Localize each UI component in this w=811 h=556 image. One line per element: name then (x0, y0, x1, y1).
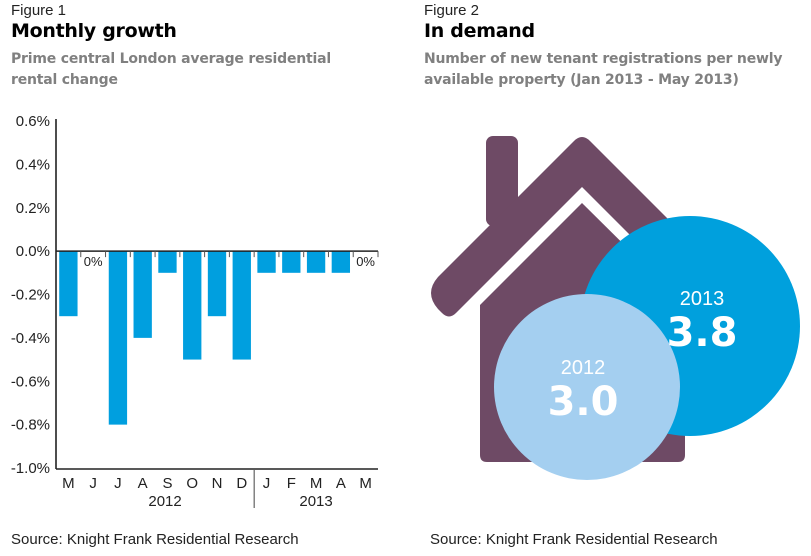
house-chimney (486, 136, 518, 226)
bar (282, 251, 301, 273)
monthly-growth-bar-chart: 0.6% 0.4% 0.2% 0.0% -0.2% -0.4% -0.6% -0.8% -1.0… (11, 113, 379, 510)
circle-2012-year: 2012 (561, 357, 606, 379)
y-tick-label: 0.4% (16, 156, 50, 173)
zero-value-label: 0% (356, 254, 375, 269)
figure2-subtitle-line2: available property (Jan 2013 - May 2013) (424, 72, 739, 88)
bar (59, 251, 78, 317)
x-tick-label: M (310, 475, 323, 492)
y-tick-label: 0.0% (16, 243, 50, 260)
figure1-subtitle-line1: Prime central London average residential (11, 51, 331, 67)
bar (306, 251, 326, 273)
figure2-label: Figure 2 (424, 2, 480, 19)
circle-2012-value: 3.0 (548, 379, 619, 425)
x-tick-label: S (162, 475, 172, 492)
bar (331, 251, 351, 273)
bars: 0% 0% (59, 251, 375, 425)
circle-2013-year: 2013 (680, 288, 725, 310)
bar (257, 251, 276, 273)
in-demand-infographic: 2013 3.8 2012 3.0 (431, 136, 800, 480)
y-tick-label: -1.0% (11, 460, 50, 477)
y-tick-label: 0.2% (16, 200, 50, 217)
bar (207, 251, 227, 317)
y-tick-label: -0.8% (11, 417, 50, 434)
figure2-title: In demand (424, 20, 535, 42)
bar (108, 251, 128, 425)
y-tick-label: -0.2% (11, 287, 50, 304)
x-tick-label: N (212, 475, 223, 492)
figure1-source: Source: Knight Frank Residential Researc… (11, 531, 299, 548)
x-tick-label: A (336, 475, 346, 492)
bar (232, 251, 251, 360)
circle-2013-value: 3.8 (667, 310, 738, 356)
x-tick-label: M (359, 475, 372, 492)
y-tick-label: -0.6% (11, 373, 50, 390)
x-tick-label: O (186, 475, 198, 492)
y-axis-ticks: 0.6% 0.4% 0.2% 0.0% -0.2% -0.4% -0.6% -0.8% -1.0… (11, 113, 50, 477)
figure1-label: Figure 1 (11, 2, 67, 19)
x-tick-label: A (138, 475, 148, 492)
x-tick-label: F (287, 475, 296, 492)
x-tick-label: D (236, 475, 247, 492)
x-tick-label: J (89, 475, 97, 492)
year-group-label: 2012 (148, 493, 181, 510)
zero-value-label: 0% (84, 254, 103, 269)
figure2-subtitle-line1: Number of new tenant registrations per n… (424, 51, 783, 67)
bar (133, 251, 152, 338)
axes (55, 119, 379, 470)
y-tick-label: -0.4% (11, 330, 50, 347)
x-tick-label: J (114, 475, 122, 492)
figure1-subtitle-line2: rental change (11, 72, 118, 88)
year-group-label: 2013 (299, 493, 332, 510)
x-tick-label: M (62, 475, 75, 492)
y-tick-label: 0.6% (16, 113, 50, 130)
circle-2012 (494, 294, 680, 480)
figure1-title: Monthly growth (11, 20, 177, 42)
bar (183, 251, 202, 360)
x-tick-label: J (263, 475, 271, 492)
figure2-source: Source: Knight Frank Residential Researc… (430, 531, 718, 548)
bar (158, 251, 177, 273)
